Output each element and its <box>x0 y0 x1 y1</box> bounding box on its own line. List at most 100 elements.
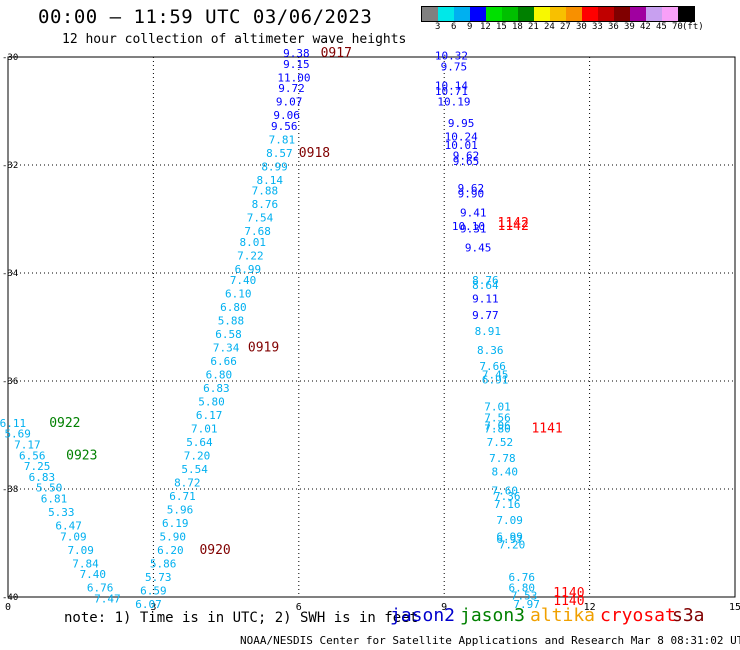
y-tick-label: -40 <box>2 593 18 603</box>
data-point-label: 7.34 <box>213 341 240 354</box>
data-point-label: 7.40 <box>230 274 257 287</box>
data-point-label: 5.88 <box>218 314 245 327</box>
data-point-label: 6.11 <box>0 417 26 430</box>
data-point-label: 6.91 <box>482 374 509 387</box>
data-point-label: 7.25 <box>24 460 51 473</box>
data-point-label: 9.45 <box>465 241 492 254</box>
data-point-label: 9.07 <box>276 96 303 109</box>
legend-value-label: (ft) <box>682 22 704 32</box>
page-subtitle: 12 hour collection of altimeter wave hei… <box>62 32 407 47</box>
data-point-label: 9.38 <box>283 47 310 60</box>
data-point-label: 7.56 <box>484 412 511 425</box>
legend-swatch <box>438 7 454 21</box>
legend-value-label: 39 <box>624 22 635 32</box>
legend-value-label: 24 <box>544 22 555 32</box>
legend-value-label: 36 <box>608 22 619 32</box>
data-point-label: 9.41 <box>460 206 487 219</box>
legend-value-label: 12 <box>480 22 491 32</box>
data-point-label: 7.01 <box>191 422 218 435</box>
data-point-label: 8.01 <box>240 236 267 249</box>
legend-swatch <box>630 7 646 21</box>
data-point-label: 9.65 <box>453 155 480 168</box>
data-point-label: 6.66 <box>210 355 237 368</box>
pass-id-label: 0923 <box>66 448 97 463</box>
data-point-label: 7.78 <box>489 452 516 465</box>
data-point-label: 7.45 <box>482 368 509 381</box>
legend-value-label: 45 <box>656 22 667 32</box>
data-point-label: 9.62 <box>458 182 485 195</box>
x-tick-label: 0 <box>5 602 11 613</box>
data-point-label: 5.86 <box>150 557 177 570</box>
data-point-label: 10.19 <box>437 96 470 109</box>
data-point-label: 7.17 <box>14 439 41 452</box>
pass-id-label: 1141 <box>531 421 562 436</box>
legend-value-label: 9 <box>467 22 473 32</box>
legend-value-label: 30 <box>576 22 587 32</box>
mission-label-s3a: s3a <box>672 605 705 626</box>
data-point-label: 8.57 <box>266 147 293 160</box>
legend-swatch <box>614 7 630 21</box>
data-point-label: 5.96 <box>167 503 194 516</box>
data-point-label: 7.68 <box>244 225 271 238</box>
legend-swatch <box>454 7 470 21</box>
data-point-label: 7.97 <box>513 598 540 611</box>
pass-id-label: 1142 <box>498 216 529 231</box>
y-tick-label: -34 <box>2 269 18 279</box>
data-point-label: 11.00 <box>277 71 310 84</box>
data-point-label: 7.22 <box>237 250 264 263</box>
data-point-label: 9.90 <box>458 187 485 200</box>
data-point-label: 6.10 <box>225 287 252 300</box>
data-point-label: 8.72 <box>174 476 201 489</box>
legend-swatch <box>550 7 566 21</box>
legend-swatch <box>582 7 598 21</box>
x-tick-label: 15 <box>729 602 740 613</box>
legend-swatch <box>566 7 582 21</box>
data-point-label: 9.06 <box>273 109 300 122</box>
data-point-label: 6.80 <box>206 368 233 381</box>
data-point-label: 9.31 <box>460 223 487 236</box>
legend-value-label: 70 <box>672 22 683 32</box>
y-tick-label: -32 <box>2 161 18 171</box>
data-point-label: 6.83 <box>29 471 56 484</box>
data-point-label: 5.64 <box>186 436 213 449</box>
data-point-label: 5.54 <box>181 463 208 476</box>
data-point-label: 7.66 <box>479 360 506 373</box>
data-point-label: 9.95 <box>448 117 475 130</box>
data-point-label: 8.76 <box>252 198 279 211</box>
pass-id-label: 0922 <box>49 416 80 431</box>
footer-note: note: 1) Time is in UTC; 2) SWH is in fe… <box>64 610 419 626</box>
data-point-label: 7.60 <box>492 484 519 497</box>
legend-value-label: 15 <box>496 22 507 32</box>
data-point-label: 5.33 <box>48 506 75 519</box>
data-point-label: 6.20 <box>157 544 184 557</box>
data-point-label: 7.01 <box>484 401 511 414</box>
legend-swatch <box>598 7 614 21</box>
y-tick-label: -38 <box>2 485 18 495</box>
data-point-label: 6.99 <box>496 530 523 543</box>
data-point-label: 7.80 <box>484 422 511 435</box>
mission-label-altika: altika <box>530 605 596 626</box>
data-point-label: 10.32 <box>435 50 468 63</box>
data-point-label: 6.58 <box>215 328 242 341</box>
data-point-label: 7.40 <box>80 568 107 581</box>
pass-id-label: 0917 <box>321 46 352 61</box>
data-point-label: 8.14 <box>256 174 283 187</box>
data-point-label: 8.91 <box>475 325 502 338</box>
data-point-label: 6.99 <box>235 263 262 276</box>
data-point-label: 7.54 <box>247 212 274 225</box>
footer-credit: NOAA/NESDIS Center for Satellite Applica… <box>240 634 740 647</box>
data-point-label: 7.09 <box>67 544 94 557</box>
legend-swatch <box>470 7 486 21</box>
data-point-label: 7.06 <box>484 420 511 433</box>
data-point-label: 10.71 <box>435 85 468 98</box>
data-point-label: 5.73 <box>145 571 172 584</box>
data-point-label: 7.47 <box>94 592 121 605</box>
mission-label-jason3: jason3 <box>460 605 526 626</box>
legend-value-label: 42 <box>640 22 651 32</box>
data-point-label: 6.80 <box>508 582 535 595</box>
data-point-label: 7.84 <box>72 557 99 570</box>
color-legend <box>421 6 695 22</box>
data-point-label: 7.52 <box>487 436 514 449</box>
legend-value-label: 33 <box>592 22 603 32</box>
